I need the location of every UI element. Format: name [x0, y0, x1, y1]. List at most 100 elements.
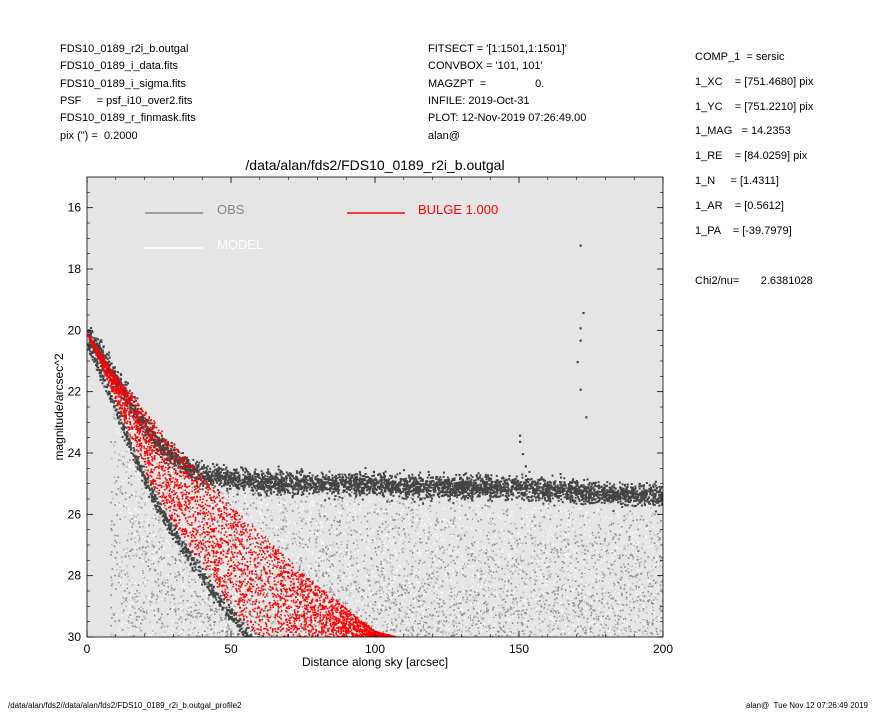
obs-faint-point [646, 525, 648, 527]
obs-faint-point [659, 555, 661, 557]
obs-faint-point [163, 585, 165, 587]
obs-faint-point [133, 643, 135, 645]
obs-faint-point [651, 515, 653, 517]
obs-faint-point [573, 641, 575, 643]
obs-faint-point [434, 608, 436, 610]
obs-faint-point [299, 517, 301, 519]
obs-faint-point [308, 650, 310, 652]
obs-faint-point [508, 666, 510, 668]
obs-faint-point [511, 590, 513, 592]
obs-faint-point [347, 566, 349, 568]
obs-faint-point [478, 640, 480, 642]
obs-faint-point [166, 638, 168, 640]
obs-faint-point [111, 667, 113, 669]
obs-faint-point [488, 573, 490, 575]
obs-faint-point [192, 633, 194, 635]
obs-faint-point [320, 506, 322, 508]
obs-faint-point [514, 599, 516, 601]
obs-faint-point [183, 650, 185, 652]
obs-faint-point [481, 571, 483, 573]
obs-faint-point [507, 565, 509, 567]
obs-faint-point [561, 588, 563, 590]
obs-faint-point [582, 660, 584, 662]
obs-faint-point [463, 659, 465, 661]
obs-faint-point [210, 659, 212, 661]
obs-faint-point [501, 613, 503, 615]
obs-faint-point [412, 646, 414, 648]
obs-faint-point [404, 529, 406, 531]
obs-faint-point [342, 641, 344, 643]
obs-faint-point [598, 616, 600, 618]
obs-faint-point [132, 523, 134, 525]
obs-faint-point [629, 527, 631, 529]
obs-faint-point [568, 544, 570, 546]
obs-faint-point [176, 662, 178, 664]
obs-faint-point [637, 574, 639, 576]
obs-faint-point [464, 646, 466, 648]
obs-faint-point [428, 574, 430, 576]
obs-faint-point [123, 601, 125, 603]
obs-faint-point [418, 590, 420, 592]
obs-faint-point [385, 559, 387, 561]
obs-faint-point [582, 515, 584, 517]
obs-faint-point [567, 542, 569, 544]
obs-faint-point [598, 618, 600, 620]
obs-faint-point [647, 622, 649, 624]
obs-faint-point [137, 531, 139, 533]
obs-faint-point [209, 538, 211, 540]
obs-faint-point [306, 511, 308, 513]
obs-faint-point [610, 563, 612, 565]
obs-faint-point [650, 645, 652, 647]
obs-faint-point [282, 658, 284, 660]
obs-faint-point [387, 600, 389, 602]
obs-faint-point [588, 639, 590, 641]
obs-faint-point [539, 646, 541, 648]
obs-faint-point [270, 615, 272, 617]
obs-faint-point [300, 653, 302, 655]
obs-faint-point [300, 593, 302, 595]
obs-faint-point [442, 602, 444, 604]
obs-faint-point [186, 647, 188, 649]
obs-faint-point [347, 540, 349, 542]
obs-faint-point [518, 661, 520, 663]
obs-faint-point [314, 645, 316, 647]
obs-faint-point [189, 586, 191, 588]
obs-faint-point [607, 603, 609, 605]
obs-faint-point [505, 558, 507, 560]
obs-faint-point [246, 513, 248, 515]
obs-faint-point [645, 654, 647, 656]
obs-faint-point [222, 521, 224, 523]
obs-faint-point [366, 618, 368, 620]
obs-faint-point [291, 646, 293, 648]
obs-faint-point [189, 506, 191, 508]
obs-faint-point [612, 651, 614, 653]
obs-faint-point [663, 667, 665, 669]
obs-faint-point [577, 662, 579, 664]
obs-faint-point [498, 651, 500, 653]
obs-faint-point [132, 597, 134, 599]
obs-faint-point [283, 595, 285, 597]
obs-faint-point [482, 653, 484, 655]
obs-faint-point [385, 600, 387, 602]
obs-faint-point [433, 646, 435, 648]
obs-faint-point [437, 630, 439, 632]
obs-faint-point [625, 518, 627, 520]
obs-faint-point [173, 472, 175, 474]
obs-faint-point [653, 557, 655, 559]
obs-faint-point [556, 620, 558, 622]
obs-faint-point [455, 661, 457, 663]
obs-faint-point [623, 646, 625, 648]
obs-faint-point [596, 618, 598, 620]
obs-faint-point [586, 602, 588, 604]
obs-faint-point [375, 504, 377, 506]
obs-faint-point [115, 638, 117, 640]
obs-faint-point [179, 560, 181, 562]
obs-faint-point [622, 554, 624, 556]
obs-faint-point [623, 588, 625, 590]
obs-faint-point [632, 647, 634, 649]
obs-faint-point [239, 665, 241, 667]
obs-faint-point [314, 588, 316, 590]
obs-faint-point [275, 666, 277, 668]
obs-faint-point [380, 508, 382, 510]
obs-faint-point [435, 577, 437, 579]
